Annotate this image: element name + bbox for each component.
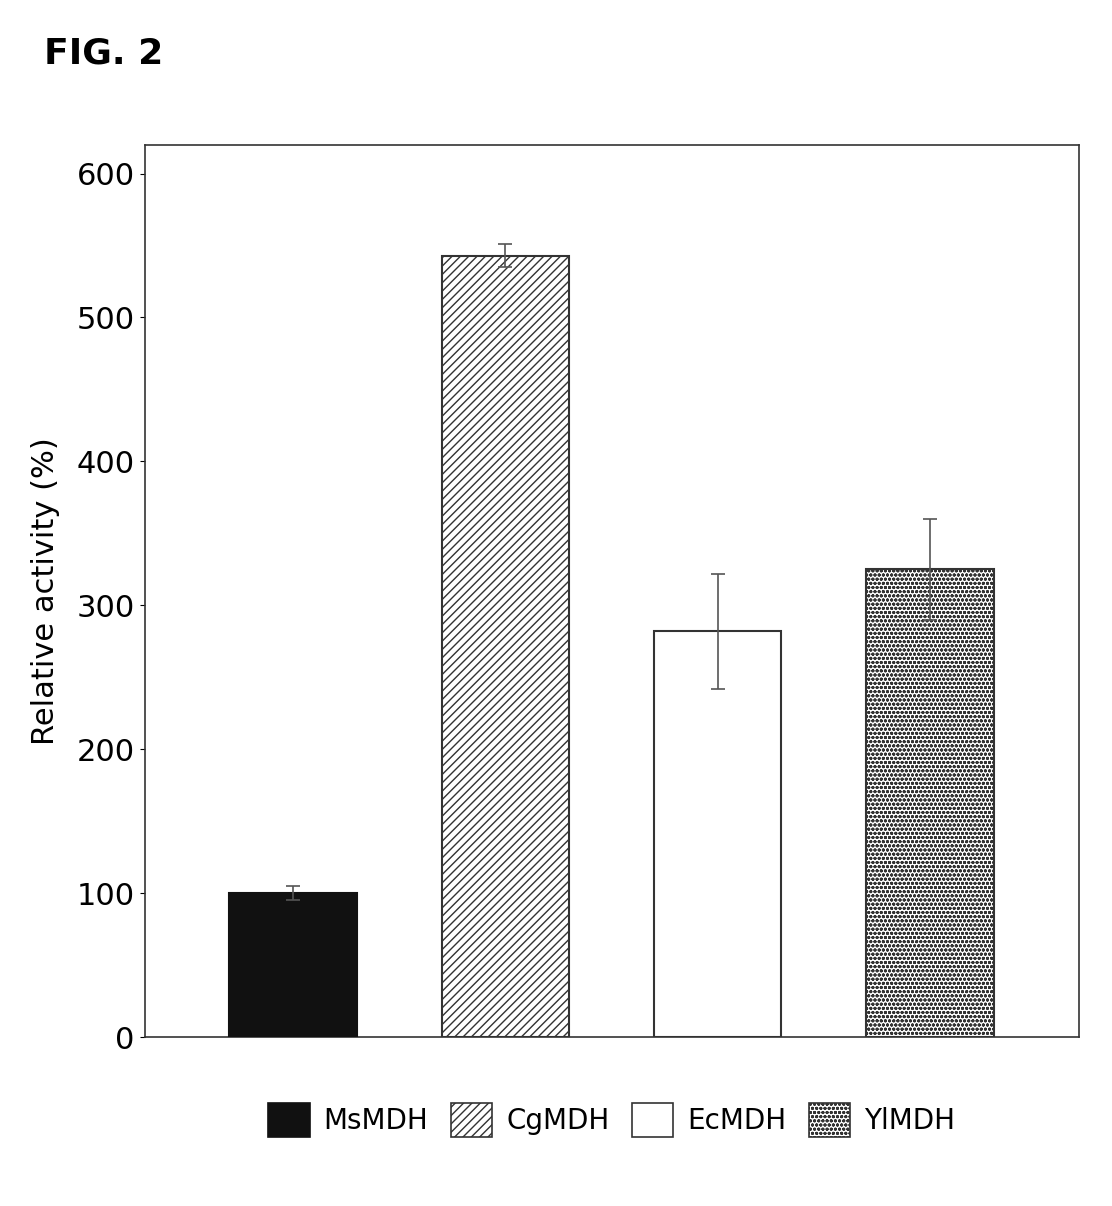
- Bar: [654, 631, 782, 1037]
- Text: FIG. 2: FIG. 2: [44, 36, 163, 70]
- Bar: [866, 569, 994, 1037]
- Bar: [229, 894, 357, 1037]
- Y-axis label: Relative activity (%): Relative activity (%): [31, 437, 60, 745]
- Bar: [441, 256, 569, 1037]
- Legend: MsMDH, CgMDH, EcMDH, YlMDH: MsMDH, CgMDH, EcMDH, YlMDH: [257, 1093, 966, 1148]
